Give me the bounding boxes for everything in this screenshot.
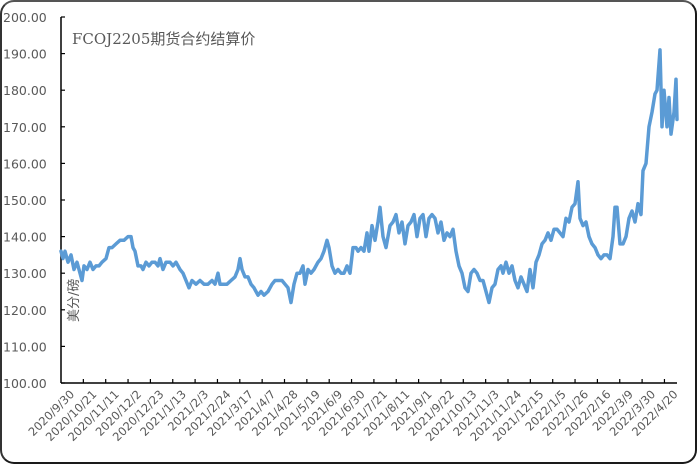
y-tick-label: 150.00	[3, 193, 47, 208]
y-tick-label: 190.00	[3, 47, 47, 62]
chart-title: FCOJ2205期货合约结算价	[72, 30, 255, 48]
y-tick-label: 180.00	[3, 83, 47, 98]
y-tick-label: 120.00	[3, 303, 47, 318]
y-tick-label: 100.00	[3, 376, 47, 391]
y-tick-label: 140.00	[3, 230, 47, 245]
y-axis-label: 美分/磅	[66, 279, 82, 322]
series-line	[59, 48, 679, 305]
y-tick-label: 200.00	[3, 10, 47, 25]
x-axis: 2020/9/302020/10/212020/11/112020/12/220…	[26, 379, 681, 444]
y-tick-label: 170.00	[3, 120, 47, 135]
y-tick-label: 130.00	[3, 266, 47, 281]
y-tick-label: 110.00	[3, 339, 47, 354]
y-axis: 100.00 110.00 120.00 130.00 140.00 150.00 160.…	[3, 10, 65, 391]
y-tick-label: 160.00	[3, 156, 47, 171]
